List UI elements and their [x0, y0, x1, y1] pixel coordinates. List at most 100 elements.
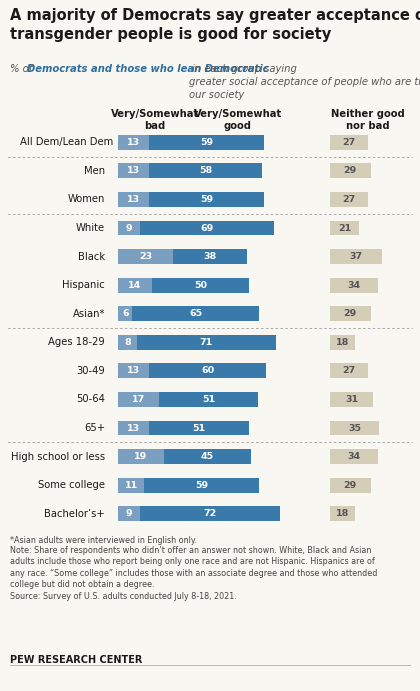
Text: 13: 13: [127, 366, 140, 375]
Bar: [159, 392, 258, 407]
Text: 59: 59: [195, 481, 208, 490]
Text: Men: Men: [84, 166, 105, 176]
Text: 30-49: 30-49: [76, 366, 105, 376]
Text: 65+: 65+: [84, 423, 105, 433]
Bar: [164, 449, 251, 464]
Text: 71: 71: [200, 338, 213, 347]
Text: 9: 9: [126, 509, 132, 518]
Text: 29: 29: [344, 481, 357, 490]
Text: 13: 13: [127, 195, 140, 204]
Text: % of: % of: [10, 64, 35, 74]
Text: 29: 29: [344, 167, 357, 176]
Text: 13: 13: [127, 424, 140, 433]
Text: 27: 27: [342, 366, 355, 375]
Bar: [118, 278, 152, 292]
Bar: [118, 507, 139, 521]
Text: 8: 8: [124, 338, 131, 347]
Bar: [330, 335, 355, 350]
Text: Women: Women: [68, 194, 105, 205]
Bar: [118, 192, 149, 207]
Bar: [330, 507, 355, 521]
Text: 14: 14: [128, 281, 142, 290]
Text: 13: 13: [127, 138, 140, 146]
Bar: [330, 220, 360, 236]
Text: 37: 37: [349, 252, 362, 261]
Text: 58: 58: [199, 167, 213, 176]
Bar: [330, 192, 368, 207]
Bar: [149, 421, 249, 435]
Bar: [330, 449, 378, 464]
Bar: [173, 249, 247, 264]
Text: Democrats and those who lean Democratic: Democrats and those who lean Democratic: [27, 64, 268, 74]
Bar: [152, 278, 249, 292]
Text: 69: 69: [200, 223, 213, 232]
Text: 31: 31: [345, 395, 358, 404]
Text: 51: 51: [192, 424, 205, 433]
Text: Asian*: Asian*: [73, 309, 105, 319]
Bar: [139, 507, 280, 521]
Text: *Asian adults were interviewed in English only.: *Asian adults were interviewed in Englis…: [10, 536, 197, 545]
Text: 19: 19: [134, 452, 147, 461]
Bar: [144, 477, 260, 493]
Text: All Dem/Lean Dem: All Dem/Lean Dem: [20, 138, 113, 147]
Text: 23: 23: [139, 252, 152, 261]
Bar: [149, 164, 262, 178]
Bar: [330, 421, 379, 435]
Bar: [330, 306, 370, 321]
Bar: [118, 392, 159, 407]
Bar: [137, 335, 276, 350]
Text: 27: 27: [342, 195, 355, 204]
Bar: [330, 164, 370, 178]
Text: 9: 9: [126, 223, 132, 232]
Text: 18: 18: [336, 509, 349, 518]
Text: 27: 27: [342, 138, 355, 146]
Text: 35: 35: [348, 424, 361, 433]
Text: 50-64: 50-64: [76, 395, 105, 404]
Text: 65: 65: [189, 309, 202, 319]
Text: A majority of Democrats say greater acceptance of
transgender people is good for: A majority of Democrats say greater acce…: [10, 8, 420, 41]
Text: 60: 60: [201, 366, 214, 375]
Text: Very/Somewhat
good: Very/Somewhat good: [194, 109, 282, 131]
Bar: [118, 164, 149, 178]
Bar: [330, 135, 368, 150]
Bar: [149, 135, 264, 150]
Text: Bachelor’s+: Bachelor’s+: [44, 509, 105, 519]
Text: 72: 72: [203, 509, 216, 518]
Bar: [139, 220, 274, 236]
Text: PEW RESEARCH CENTER: PEW RESEARCH CENTER: [10, 655, 142, 665]
Bar: [330, 278, 378, 292]
Text: 11: 11: [125, 481, 138, 490]
Text: Note: Share of respondents who didn’t offer an answer not shown. White, Black an: Note: Share of respondents who didn’t of…: [10, 546, 378, 600]
Bar: [118, 477, 144, 493]
Text: Neither good
nor bad: Neither good nor bad: [331, 109, 405, 131]
Bar: [118, 449, 164, 464]
Bar: [149, 363, 266, 378]
Text: 38: 38: [204, 252, 217, 261]
Text: 21: 21: [338, 223, 351, 232]
Text: 17: 17: [132, 395, 145, 404]
Bar: [118, 306, 132, 321]
Text: 29: 29: [344, 309, 357, 319]
Text: 45: 45: [201, 452, 214, 461]
Text: Black: Black: [78, 252, 105, 262]
Bar: [118, 135, 149, 150]
Text: High school or less: High school or less: [11, 452, 105, 462]
Bar: [330, 392, 373, 407]
Bar: [118, 335, 137, 350]
Bar: [118, 249, 173, 264]
Text: 59: 59: [200, 195, 213, 204]
Bar: [118, 421, 149, 435]
Text: Some college: Some college: [38, 480, 105, 490]
Text: 13: 13: [127, 167, 140, 176]
Text: in each group saying
greater social acceptance of people who are transgender is : in each group saying greater social acce…: [189, 64, 420, 100]
Bar: [118, 220, 139, 236]
Text: Hispanic: Hispanic: [62, 280, 105, 290]
Text: 51: 51: [202, 395, 215, 404]
Bar: [149, 192, 264, 207]
Text: 6: 6: [122, 309, 129, 319]
Bar: [118, 363, 149, 378]
Text: 50: 50: [194, 281, 207, 290]
Text: Ages 18-29: Ages 18-29: [48, 337, 105, 348]
Text: White: White: [76, 223, 105, 233]
Text: 59: 59: [200, 138, 213, 146]
